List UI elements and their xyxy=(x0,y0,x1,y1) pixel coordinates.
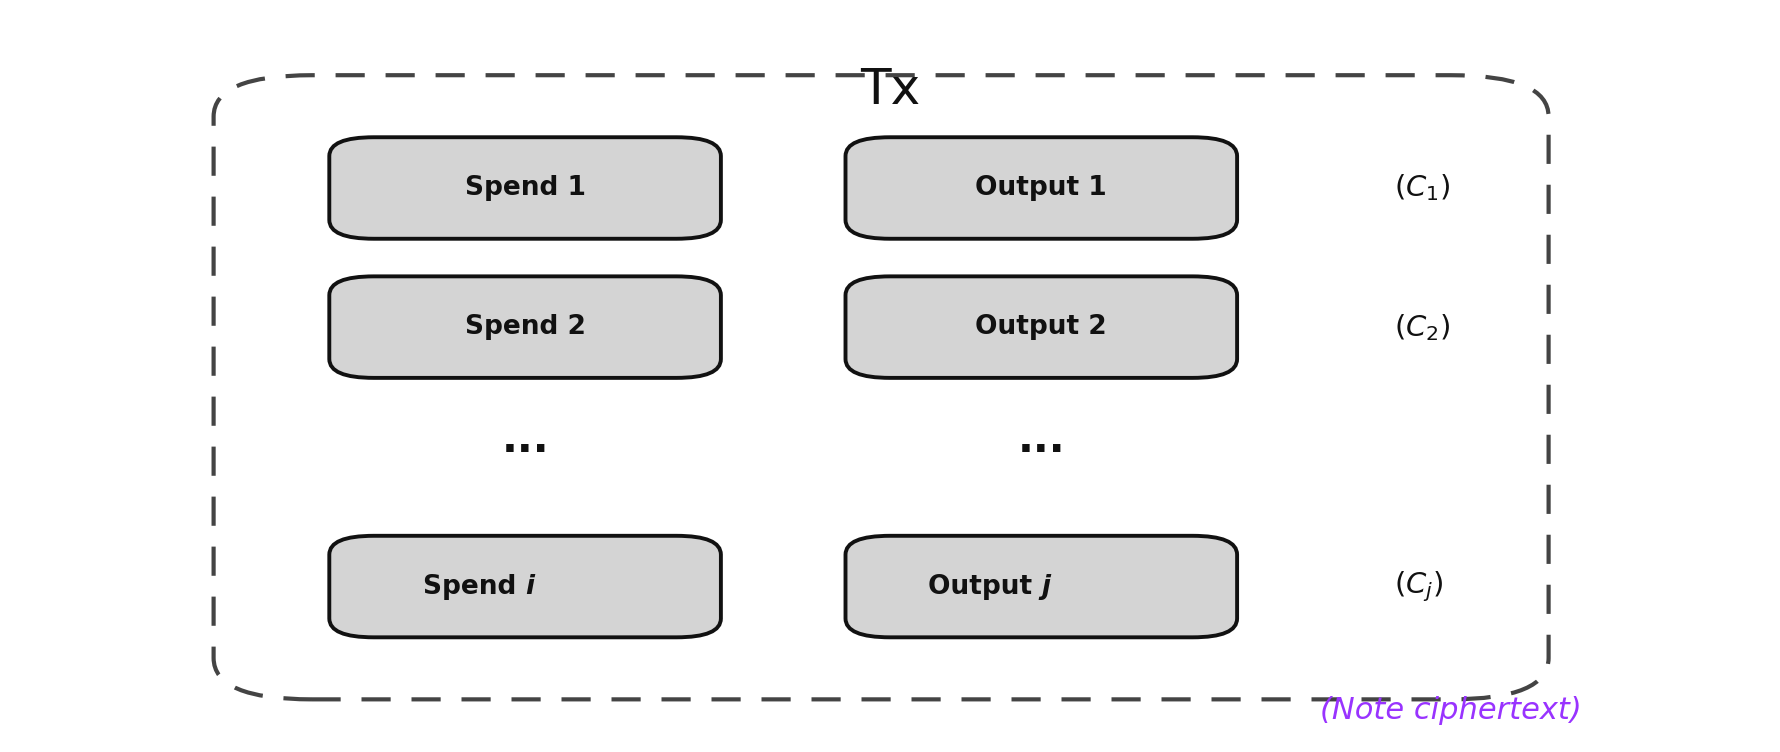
FancyBboxPatch shape xyxy=(846,137,1237,239)
Text: Spend: Spend xyxy=(422,574,525,599)
Text: $(C_j)$: $(C_j)$ xyxy=(1394,569,1444,604)
Text: Tx: Tx xyxy=(860,66,920,114)
Text: $(C_{1})$: $(C_{1})$ xyxy=(1394,173,1451,203)
Text: j: j xyxy=(1041,574,1050,599)
Text: Output 1: Output 1 xyxy=(975,175,1107,201)
FancyBboxPatch shape xyxy=(329,535,721,638)
Text: ...: ... xyxy=(502,419,548,461)
Text: $(C_{2})$: $(C_{2})$ xyxy=(1394,312,1451,342)
Text: Spend 1: Spend 1 xyxy=(465,175,586,201)
Text: Output 2: Output 2 xyxy=(975,314,1107,340)
FancyBboxPatch shape xyxy=(846,277,1237,378)
Text: ...: ... xyxy=(1018,419,1064,461)
FancyBboxPatch shape xyxy=(846,535,1237,638)
Text: i: i xyxy=(525,574,534,599)
Text: Spend 2: Spend 2 xyxy=(465,314,586,340)
FancyBboxPatch shape xyxy=(329,137,721,239)
FancyBboxPatch shape xyxy=(329,277,721,378)
Text: (Note ciphertext): (Note ciphertext) xyxy=(1319,696,1582,725)
Text: Output: Output xyxy=(927,574,1041,599)
